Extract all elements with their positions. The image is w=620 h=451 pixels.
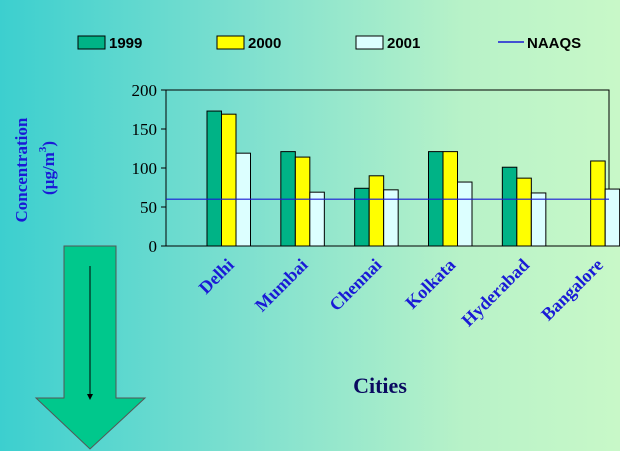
bar-2000-bangalore xyxy=(591,161,606,246)
bar-2001-chennai xyxy=(384,190,399,246)
bar-2001-hyderabad xyxy=(531,193,546,246)
legend-label-naaqs: NAAQS xyxy=(527,35,581,52)
bar-2000-delhi xyxy=(222,114,237,246)
y-tick-label: 200 xyxy=(132,81,158,100)
legend: 1999 2000 2001 NAAQS xyxy=(78,35,581,52)
y-tick-label: 150 xyxy=(132,120,158,139)
bars xyxy=(207,111,620,246)
legend-label-2001: 2001 xyxy=(387,35,420,52)
bar-2001-mumbai xyxy=(310,192,325,246)
y-tick-label: 50 xyxy=(140,198,157,217)
y-axis-label: Concentration (µg/m3) xyxy=(12,113,58,222)
y-axis: 0 50 100 150 200 xyxy=(132,81,167,256)
legend-item-1999: 1999 xyxy=(78,35,142,52)
category-label-delhi: Delhi xyxy=(195,255,238,298)
category-label-kolkata: Kolkata xyxy=(401,255,459,313)
legend-item-2001: 2001 xyxy=(356,35,420,52)
legend-item-naaqs: NAAQS xyxy=(498,35,581,52)
legend-label-2000: 2000 xyxy=(248,35,281,52)
bar-2001-kolkata xyxy=(458,182,473,246)
category-label-hyderabad: Hyderabad xyxy=(457,255,533,331)
legend-swatch-2001 xyxy=(356,36,383,49)
category-label-bangalore: Bangalore xyxy=(537,255,607,325)
legend-swatch-2000 xyxy=(217,36,244,49)
bar-2000-hyderabad xyxy=(517,178,532,246)
bar-2000-chennai xyxy=(369,176,384,246)
category-label-chennai: Chennai xyxy=(325,255,385,315)
y-tick-label: 100 xyxy=(132,159,158,178)
bar-1999-chennai xyxy=(355,188,370,246)
legend-swatch-1999 xyxy=(78,36,105,49)
y-axis-label-main: Concentration xyxy=(12,117,31,222)
legend-label-1999: 1999 xyxy=(109,35,142,52)
bar-1999-delhi xyxy=(207,111,222,246)
y-axis-label-unit: (µg/m3) xyxy=(37,141,58,195)
y-tick-label: 0 xyxy=(149,237,158,256)
legend-item-2000: 2000 xyxy=(217,35,281,52)
down-arrow-icon xyxy=(36,246,145,449)
bar-1999-hyderabad xyxy=(502,167,517,246)
category-label-mumbai: Mumbai xyxy=(251,255,312,316)
bar-2001-bangalore xyxy=(605,189,620,246)
x-axis-title: Cities xyxy=(353,373,407,398)
bar-2000-mumbai xyxy=(295,157,310,246)
